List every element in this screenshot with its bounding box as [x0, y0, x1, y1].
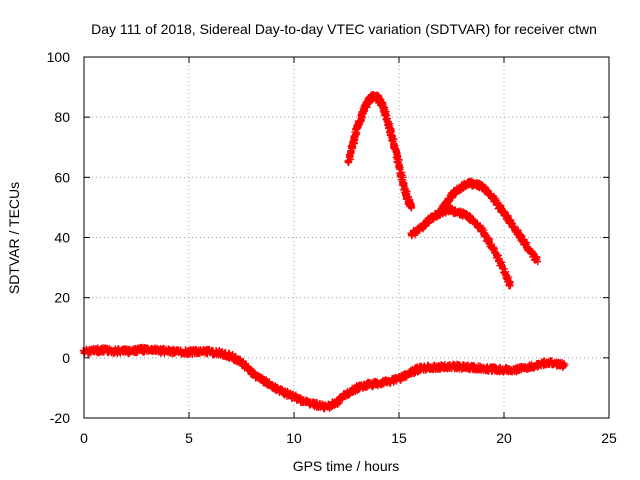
axis-ticks: 0 5 10 15 20 25 -20 0 20 40 60 80 100	[47, 49, 617, 446]
y-tick-label: 100	[47, 49, 71, 65]
series-arc-3	[432, 177, 542, 266]
data-points	[79, 90, 569, 413]
data-point	[383, 116, 391, 124]
x-axis-label: GPS time / hours	[293, 458, 400, 474]
x-tick-label: 10	[286, 430, 302, 446]
data-point	[561, 361, 569, 369]
data-point	[408, 203, 416, 211]
chart-title: Day 111 of 2018, Sidereal Day-to-day VTE…	[91, 21, 597, 37]
data-point	[501, 269, 509, 277]
grid-lines	[84, 57, 609, 418]
y-tick-label: 60	[54, 169, 70, 185]
y-tick-label: 80	[54, 109, 70, 125]
y-tick-label: 40	[54, 230, 70, 246]
y-tick-label: 20	[54, 290, 70, 306]
y-axis-label: SDTVAR / TECUs	[6, 182, 22, 294]
series-arc-2	[407, 204, 514, 290]
series-arc-1	[344, 90, 416, 212]
data-point	[510, 223, 518, 231]
series-baseline	[79, 343, 569, 413]
x-tick-label: 0	[80, 430, 88, 446]
x-tick-label: 20	[496, 430, 512, 446]
y-tick-label: -20	[50, 410, 70, 426]
x-tick-label: 15	[391, 430, 407, 446]
x-tick-label: 5	[185, 430, 193, 446]
y-tick-label: 0	[62, 350, 70, 366]
data-point	[534, 258, 542, 266]
data-point	[506, 282, 514, 290]
data-point	[433, 213, 441, 221]
x-tick-label: 25	[601, 430, 617, 446]
